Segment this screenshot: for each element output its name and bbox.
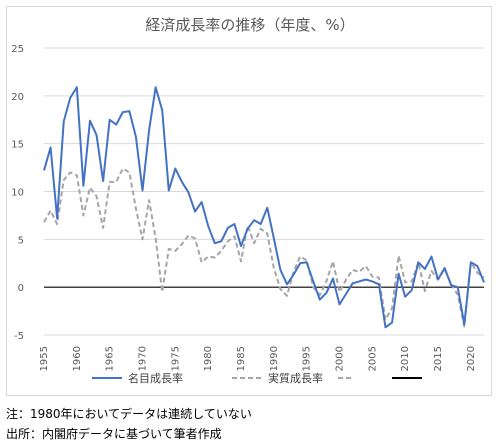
y-tick-label: 0 — [18, 283, 24, 294]
x-tick-label: 1955 — [39, 346, 50, 371]
x-tick-label: 1980 — [203, 346, 214, 371]
y-tick-label: 15 — [11, 140, 24, 151]
x-tick-label: 1965 — [105, 346, 116, 371]
y-tick-label: 5 — [18, 235, 24, 246]
x-tick-label: 1995 — [302, 346, 313, 371]
y-tick-label: -5 — [14, 331, 24, 342]
x-tick-label: 2015 — [433, 346, 444, 371]
chart-note: 注：1980年においてデータは連続していない — [6, 407, 252, 421]
chart-title: 経済成長率の推移（年度、%） — [145, 16, 354, 34]
y-tick-label: 10 — [11, 188, 24, 199]
x-tick-label: 1960 — [72, 346, 83, 371]
legend-label: 実質成長率 — [268, 371, 323, 385]
y-tick-label: 25 — [11, 44, 24, 55]
x-tick-label: 2005 — [367, 346, 378, 371]
x-tick-label: 1975 — [170, 346, 181, 371]
series-line-nominal — [43, 86, 485, 329]
x-tick-label: 2000 — [335, 346, 346, 371]
x-tick-label: 1970 — [138, 346, 149, 371]
chart-source: 出所：内閣府データに基づいて筆者作成 — [6, 427, 222, 441]
chart: 経済成長率の推移（年度、%） -5 0 5 10 15 20 25 1955 1960 1965 19… — [11, 16, 485, 385]
x-tick-label: 2020 — [466, 346, 477, 371]
x-tick-label: 1985 — [236, 346, 247, 371]
legend-label: 名目成長率 — [128, 371, 183, 385]
x-tick-label: 1990 — [269, 346, 280, 371]
x-tick-label: 2010 — [400, 346, 411, 371]
y-tick-label: 20 — [11, 92, 24, 103]
series-line-real — [43, 167, 485, 328]
